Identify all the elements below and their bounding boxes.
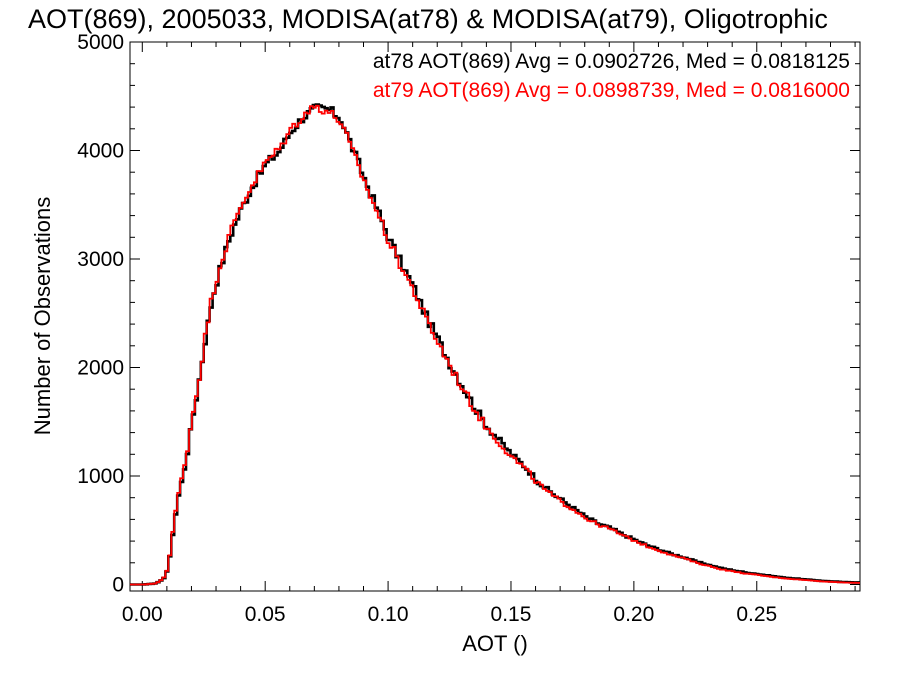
x-tick-label: 0.25 xyxy=(736,603,777,626)
y-axis-label: Number of Observations xyxy=(30,197,55,435)
x-tick-label: 0.05 xyxy=(245,603,286,626)
y-axis-ticks xyxy=(130,41,860,585)
y-axis-tick-labels: 0 1000 2000 3000 4000 5000 xyxy=(77,31,124,596)
x-tick-label: 0.20 xyxy=(613,603,654,626)
legend-entry-at78: at78 AOT(869) Avg = 0.0902726, Med = 0.0… xyxy=(373,50,850,73)
legend: at78 AOT(869) Avg = 0.0902726, Med = 0.0… xyxy=(373,50,850,102)
y-tick-label: 2000 xyxy=(77,356,124,379)
series-layer xyxy=(130,103,860,586)
x-axis-ticks xyxy=(141,42,856,591)
x-tick-label: 0.15 xyxy=(491,603,532,626)
y-tick-label: 1000 xyxy=(77,465,124,488)
legend-entry-at79: at79 AOT(869) Avg = 0.0898739, Med = 0.0… xyxy=(373,79,850,102)
y-tick-label: 3000 xyxy=(77,248,124,271)
x-tick-label: 0.00 xyxy=(122,603,163,626)
series-line-at79 xyxy=(130,104,860,586)
series-line-at78 xyxy=(130,103,860,586)
chart-title: AOT(869), 2005033, MODISA(at78) & MODISA… xyxy=(28,4,828,34)
y-tick-label: 0 xyxy=(112,573,124,596)
x-axis-tick-labels: 0.00 0.05 0.10 0.15 0.20 0.25 xyxy=(122,603,777,626)
x-tick-label: 0.10 xyxy=(368,603,409,626)
x-axis-label: AOT () xyxy=(462,631,528,656)
plot-area xyxy=(129,41,861,592)
plot-frame xyxy=(129,41,861,592)
y-tick-label: 4000 xyxy=(77,139,124,162)
y-tick-label: 5000 xyxy=(77,31,124,54)
